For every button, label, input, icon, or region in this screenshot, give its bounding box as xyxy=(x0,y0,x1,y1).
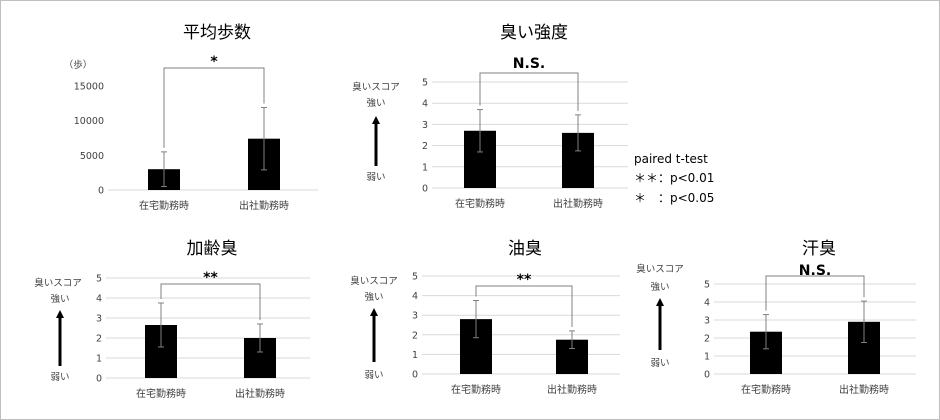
chart2-significance-label: N.S. xyxy=(513,56,545,72)
score-axis1-score-label: 臭いスコア xyxy=(352,81,400,93)
chart3-y-tick-label: 5 xyxy=(96,274,102,285)
chart2-y-tick-label: 3 xyxy=(422,120,428,131)
chart3-title: 加齢臭 xyxy=(187,239,238,259)
chart2-y-tick-label: 5 xyxy=(422,78,428,89)
chart4-significance-label: ** xyxy=(517,272,532,288)
chart3-y-tick-label: 1 xyxy=(96,354,102,365)
legend: paired t-test ＊＊：p<0.01 ＊ ：p<0.05 xyxy=(634,152,714,206)
chart1-y-tick-label: 15000 xyxy=(74,82,104,93)
chart3-y-tick-label: 0 xyxy=(96,374,102,385)
chart1-y-tick-label: 10000 xyxy=(74,116,104,127)
score-axis4-arrow-head xyxy=(656,298,664,306)
chart5-y-tick-label: 4 xyxy=(704,298,710,309)
chart2-y-tick-label: 1 xyxy=(422,162,428,173)
chart1-category-label: 出社勤務時 xyxy=(239,199,289,212)
score-axis3-arrow-head xyxy=(370,308,378,316)
score-axis2-weak-label: 弱い xyxy=(50,372,69,383)
chart5-y-tick-label: 0 xyxy=(704,370,710,381)
chart3-y-tick-label: 3 xyxy=(96,314,102,325)
chart5-y-tick-label: 2 xyxy=(704,334,710,345)
chart1-title: 平均歩数 xyxy=(183,23,251,43)
chart2-category-label: 出社勤務時 xyxy=(553,197,603,210)
chart4-category-label: 出社勤務時 xyxy=(547,383,597,396)
chart3-category-label: 在宅勤務時 xyxy=(136,387,186,400)
score-axis2-strong-label: 強い xyxy=(50,293,69,305)
score-axis1-strong-label: 強い xyxy=(366,97,385,109)
legend-title: paired t-test xyxy=(634,152,708,166)
chart1-significance-bracket xyxy=(163,67,265,148)
score-axis3-strong-label: 強い xyxy=(364,291,383,303)
chart3-category-label: 出社勤務時 xyxy=(235,387,285,400)
chart2-category-label: 在宅勤務時 xyxy=(455,197,505,210)
chart3-y-tick-label: 4 xyxy=(96,294,102,305)
chart3-significance-label: ** xyxy=(203,270,218,286)
chart2-title: 臭い強度 xyxy=(500,23,568,43)
chart1-y-tick-label: 0 xyxy=(98,186,104,197)
chart4-y-tick-label: 4 xyxy=(412,291,418,302)
chart2-y-tick-label: 2 xyxy=(422,141,428,152)
chart1-significance-label: * xyxy=(210,54,218,70)
score-axis1-arrow-head xyxy=(372,116,380,124)
score-axis2-arrow-head xyxy=(56,310,64,318)
chart5-title: 汗臭 xyxy=(802,239,836,259)
score-axis4-weak-label: 弱い xyxy=(650,358,669,369)
score-axis1-weak-label: 弱い xyxy=(366,172,385,183)
chart1-unit-label: （歩） xyxy=(64,59,93,71)
chart4-title: 油臭 xyxy=(508,239,542,259)
chart5-y-tick-label: 3 xyxy=(704,316,710,327)
chart5-category-label: 出社勤務時 xyxy=(839,383,889,396)
score-axis4-score-label: 臭いスコア xyxy=(636,263,684,275)
score-axis3-score-label: 臭いスコア xyxy=(350,275,398,287)
chart1-y-tick-label: 5000 xyxy=(80,151,104,162)
chart4-significance-bracket xyxy=(475,285,573,327)
chart3-significance-bracket xyxy=(160,283,261,320)
score-axis4-strong-label: 強い xyxy=(650,281,669,293)
chart3-y-tick-label: 2 xyxy=(96,334,102,345)
chart4-y-tick-label: 1 xyxy=(412,350,418,361)
chart5-significance-label: N.S. xyxy=(799,263,831,279)
score-axis2-score-label: 臭いスコア xyxy=(34,277,82,289)
chart4-y-tick-label: 0 xyxy=(412,370,418,381)
chart4-y-tick-label: 2 xyxy=(412,330,418,341)
chart4-category-label: 在宅勤務時 xyxy=(451,383,501,396)
legend-p001: ＊＊：p<0.01 xyxy=(634,171,715,185)
score-axis3-weak-label: 弱い xyxy=(364,370,383,381)
chart5-category-label: 在宅勤務時 xyxy=(741,383,791,396)
chart4-y-tick-label: 5 xyxy=(412,272,418,283)
chart5-significance-bracket xyxy=(765,275,865,311)
legend-p005: ＊ ：p<0.05 xyxy=(634,191,715,205)
chart2-y-tick-label: 0 xyxy=(422,184,428,195)
chart5-y-tick-label: 5 xyxy=(704,280,710,291)
chart4-y-tick-label: 3 xyxy=(412,311,418,322)
chart5-y-tick-label: 1 xyxy=(704,352,710,363)
chart2-y-tick-label: 4 xyxy=(422,99,428,110)
chart2-significance-bracket xyxy=(479,72,579,111)
chart1-category-label: 在宅勤務時 xyxy=(139,199,189,212)
